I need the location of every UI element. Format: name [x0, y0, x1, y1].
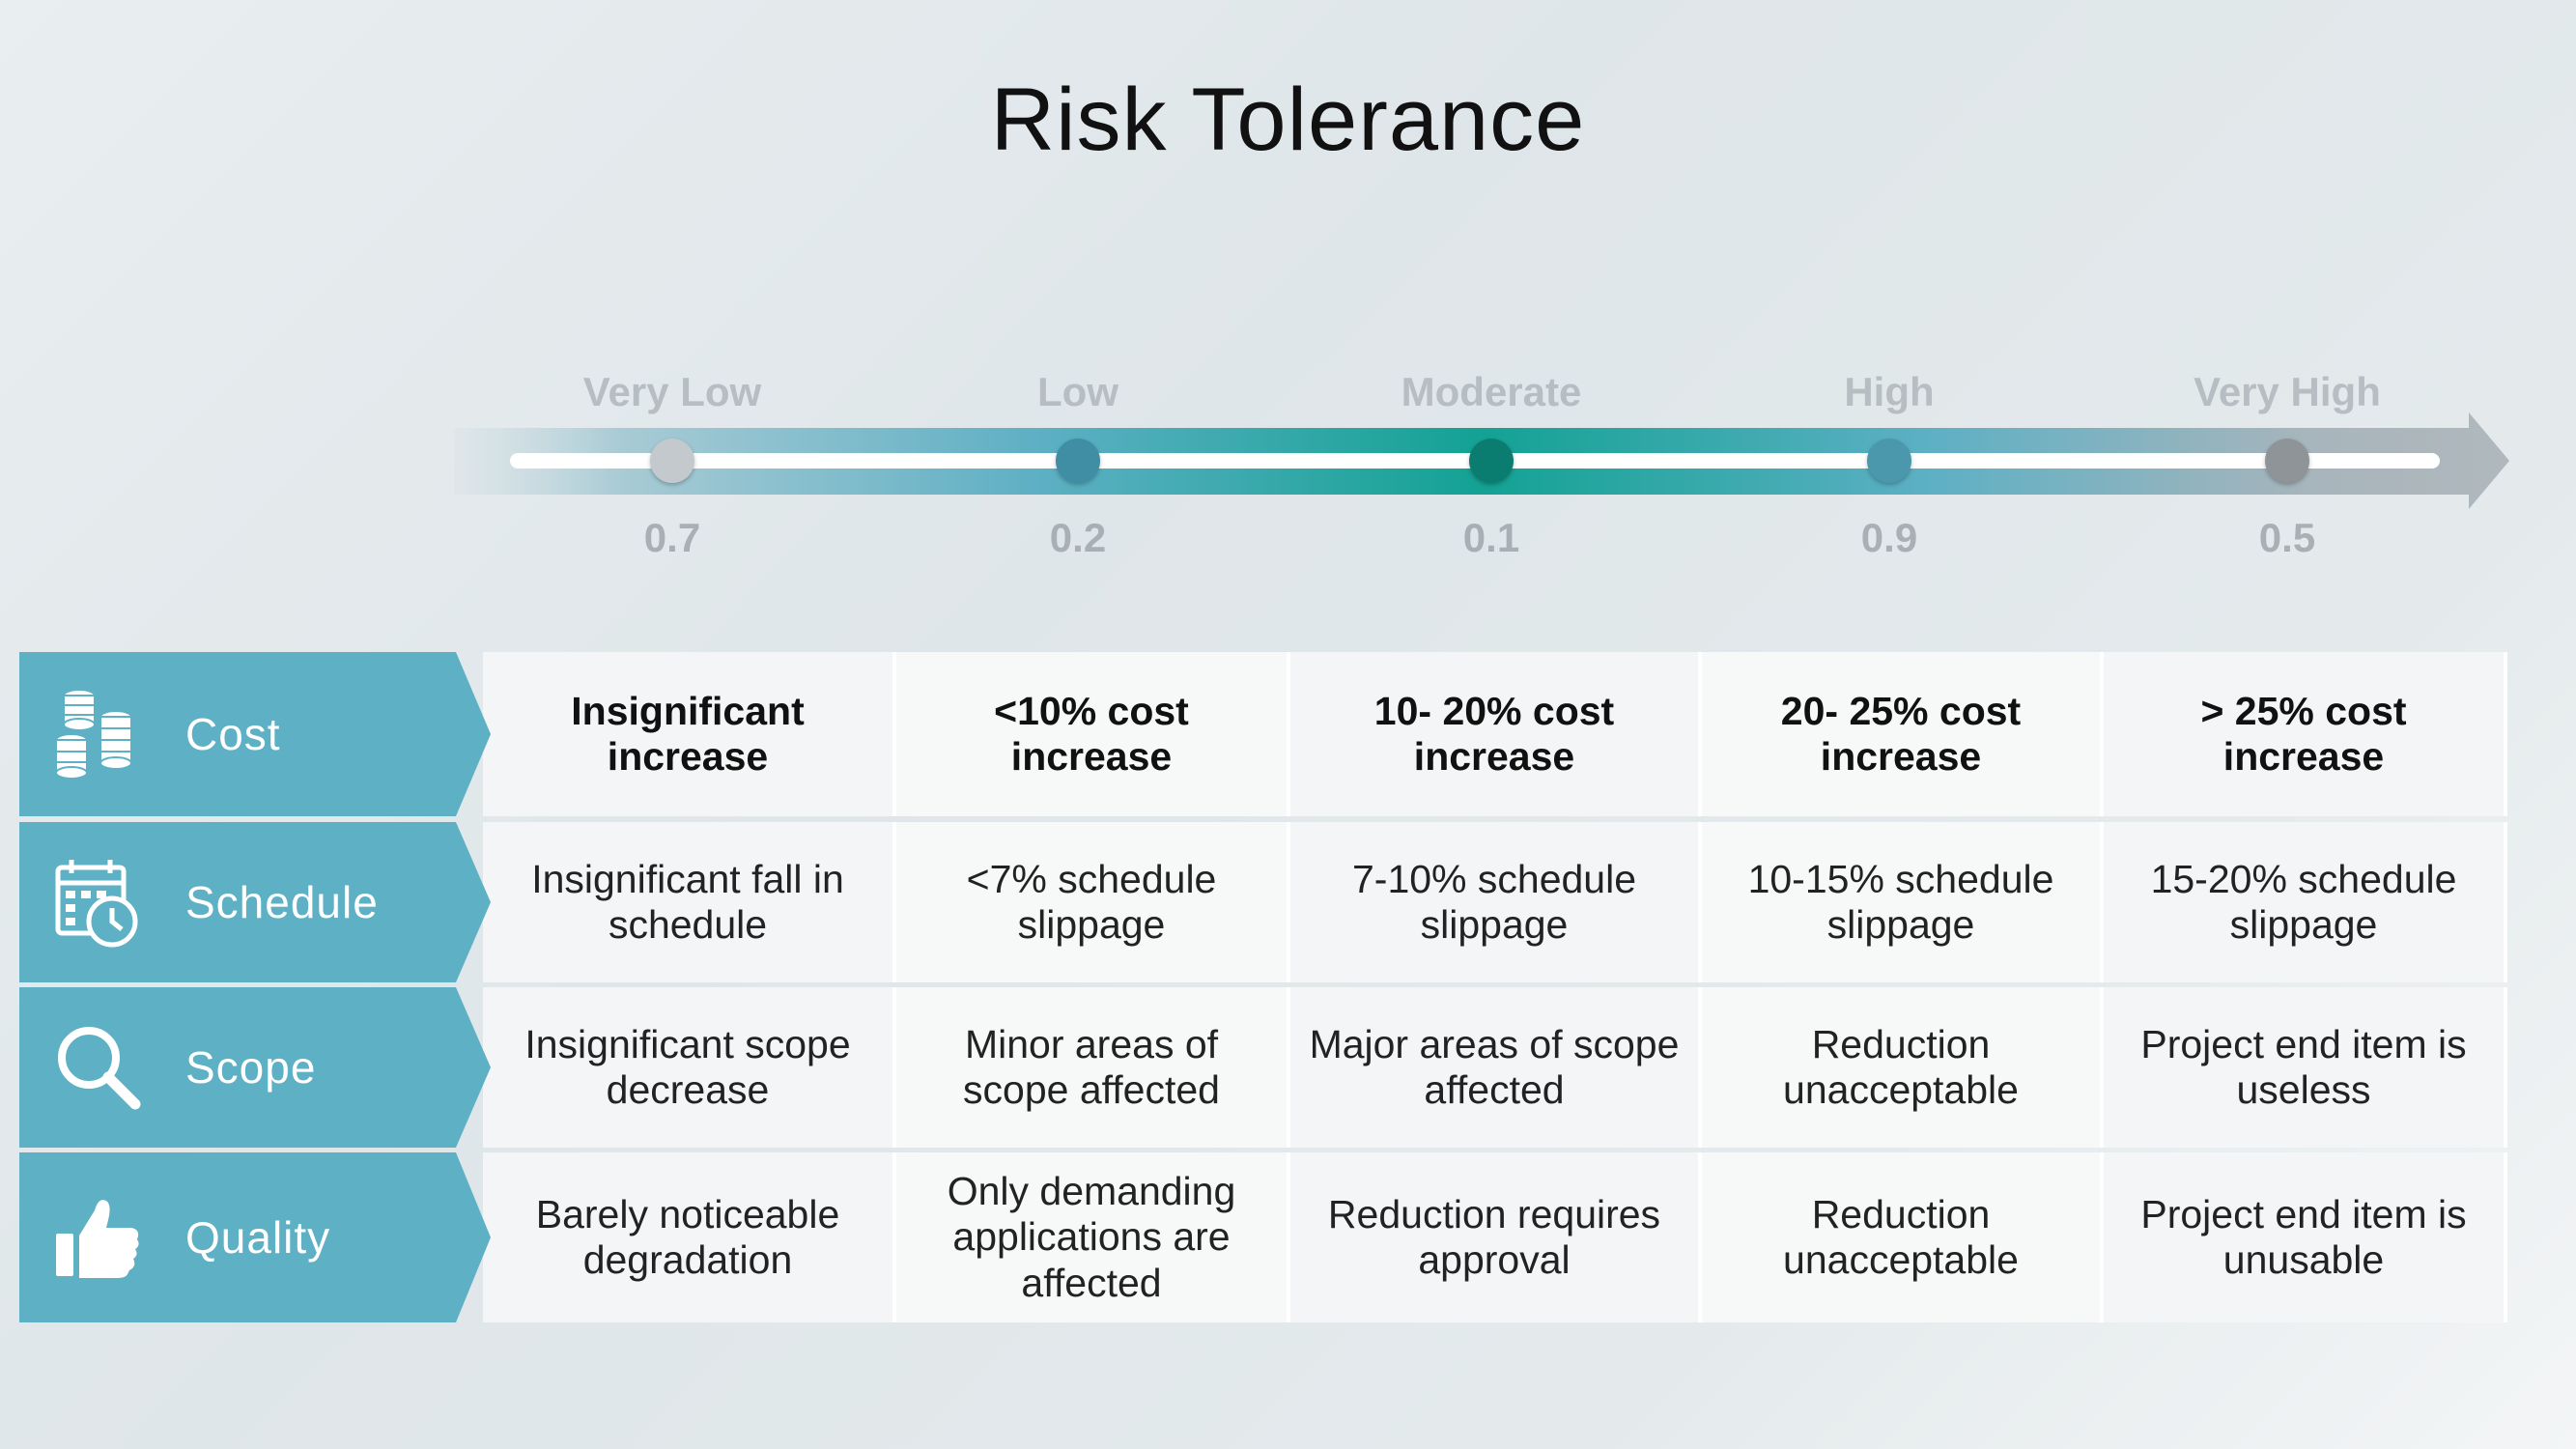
row-header-quality: Quality	[19, 1152, 491, 1322]
scale-level-label: Low	[1037, 369, 1118, 414]
scale-level-value: 0.5	[2258, 515, 2316, 560]
table-cell: 10-15% schedule slippage	[1702, 822, 2104, 982]
row-header-schedule: Schedule	[19, 822, 491, 982]
table-cell: Insignificant increase	[483, 652, 896, 816]
scale-level-marker	[1867, 439, 1911, 483]
table-cell: Major areas of scope affected	[1290, 987, 1702, 1148]
scale-level-label: Very Low	[582, 369, 762, 414]
table-cell: Minor areas of scope affected	[896, 987, 1290, 1148]
scale-level-value: 0.9	[1860, 515, 1918, 560]
scale-level-marker	[650, 439, 694, 483]
row-header-label: Quality	[185, 1212, 331, 1263]
table-cell: <10% cost increase	[896, 652, 1290, 816]
table-cell: 20- 25% cost increase	[1702, 652, 2104, 816]
scale-level-value: 0.7	[643, 515, 701, 560]
table-row-quality: Barely noticeable degradation Only demand…	[19, 1152, 2507, 1322]
table-cell: 7-10% schedule slippage	[1290, 822, 1702, 982]
scale-level-label: High	[1844, 369, 1935, 414]
row-header-label: Cost	[185, 709, 281, 759]
table-cell: Reduction requires approval	[1290, 1152, 1702, 1322]
page-title: Risk Tolerance	[990, 71, 1586, 169]
table-cell: 15-20% schedule slippage	[2104, 822, 2507, 982]
table-cell: 10- 20% cost increase	[1290, 652, 1702, 816]
row-header-cost: Cost	[19, 652, 491, 816]
scale-level-marker	[1056, 439, 1100, 483]
row-header-label: Scope	[185, 1042, 317, 1093]
scale-level-value: 0.1	[1462, 515, 1520, 560]
table-cell: > 25% cost increase	[2104, 652, 2507, 816]
table-row-cost: Insignificant increase <10% cost increase…	[19, 652, 2507, 816]
table-cell: <7% schedule slippage	[896, 822, 1290, 982]
table-cell: Only demanding applications are affected	[896, 1152, 1290, 1322]
table-cell: Project end item is useless	[2104, 987, 2507, 1148]
table-cell: Reduction unacceptable	[1702, 1152, 2104, 1322]
scale-level-marker	[1469, 439, 1514, 483]
scale-level-label: Very High	[2194, 369, 2381, 414]
table-cell: Project end item is unusable	[2104, 1152, 2507, 1322]
calendar-clock-icon	[50, 854, 147, 951]
table-cell: Reduction unacceptable	[1702, 987, 2104, 1148]
table-cell: Insignificant scope decrease	[483, 987, 896, 1148]
magnifier-icon	[50, 1019, 147, 1116]
thumbs-up-icon	[50, 1189, 147, 1286]
row-header-label: Schedule	[185, 877, 379, 927]
table-cell: Barely noticeable degradation	[483, 1152, 896, 1322]
table-row-schedule: Insignificant fall in schedule <7% schedu…	[19, 822, 2507, 982]
scale-level-label: Moderate	[1401, 369, 1582, 414]
coins-icon	[50, 686, 147, 782]
table-cell: Insignificant fall in schedule	[483, 822, 896, 982]
table-row-scope: Insignificant scope decrease Minor areas …	[19, 987, 2507, 1148]
scale-level-marker	[2265, 439, 2309, 483]
row-header-scope: Scope	[19, 987, 491, 1148]
scale-level-value: 0.2	[1049, 515, 1107, 560]
